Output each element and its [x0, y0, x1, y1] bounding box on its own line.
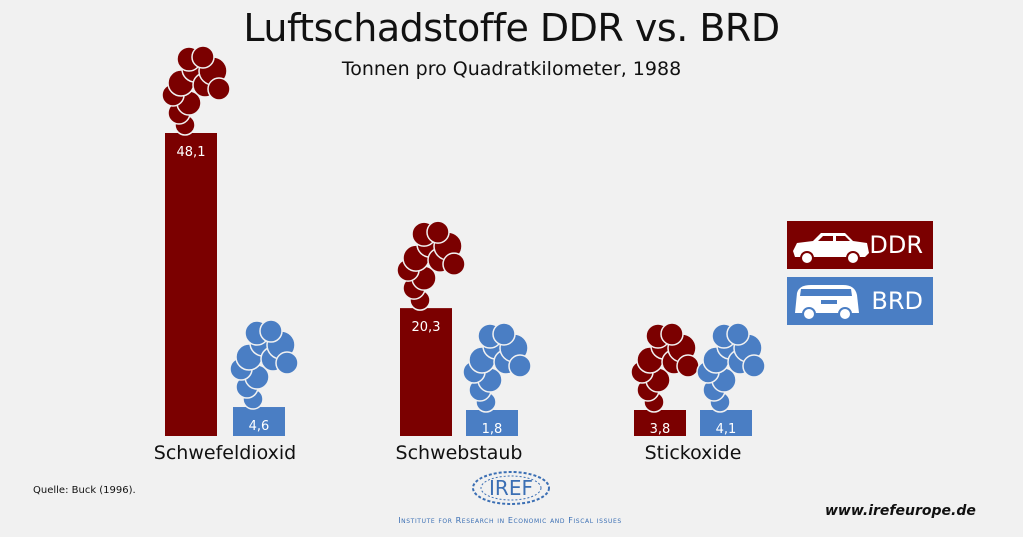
chart-subtitle: Tonnen pro Quadratkilometer, 1988 [341, 58, 682, 80]
org-name: Institute for Research in Economic and F… [398, 516, 622, 525]
smoke-cloud-brd-2 [696, 322, 766, 413]
value-label-ddr-2: 3,8 [650, 422, 671, 437]
bar-brd-1 [466, 410, 518, 436]
bar-ddr-0 [165, 133, 217, 436]
smoke-cloud-brd-0 [229, 319, 299, 410]
category-label-0: Schwefeldioxid [154, 442, 296, 464]
bar-brd-0 [233, 407, 285, 436]
chart-title: Luftschadstoffe DDR vs. BRD [243, 6, 780, 50]
bar-brd-2 [700, 410, 752, 436]
value-label-brd-2: 4,1 [716, 422, 737, 437]
bar-ddr-2 [634, 410, 686, 436]
value-label-ddr-1: 20,3 [412, 320, 441, 335]
website-link[interactable]: www.irefeurope.de [825, 503, 976, 519]
logo-text: IREF [489, 476, 533, 500]
bar-ddr-1 [400, 308, 452, 436]
legend-label-ddr: DDR [869, 231, 923, 259]
value-label-brd-1: 1,8 [482, 422, 503, 437]
smoke-cloud-ddr-2 [630, 322, 700, 413]
smoke-cloud-ddr-0 [161, 45, 231, 136]
value-label-ddr-0: 48,1 [177, 145, 206, 160]
smoke-cloud-ddr-1 [396, 220, 466, 311]
iref-logo: IREF [472, 471, 550, 505]
van-icon [795, 285, 859, 321]
category-label-1: Schwebstaub [396, 442, 523, 464]
value-label-brd-0: 4,6 [249, 419, 270, 434]
legend-item-brd: BRD [787, 277, 933, 325]
source-note: Quelle: Buck (1996). [33, 485, 136, 496]
legend-item-ddr: DDR [787, 221, 933, 269]
category-label-2: Stickoxide [645, 442, 742, 464]
car-icon [793, 233, 869, 265]
legend-label-brd: BRD [871, 287, 923, 315]
smoke-cloud-brd-1 [462, 322, 532, 413]
